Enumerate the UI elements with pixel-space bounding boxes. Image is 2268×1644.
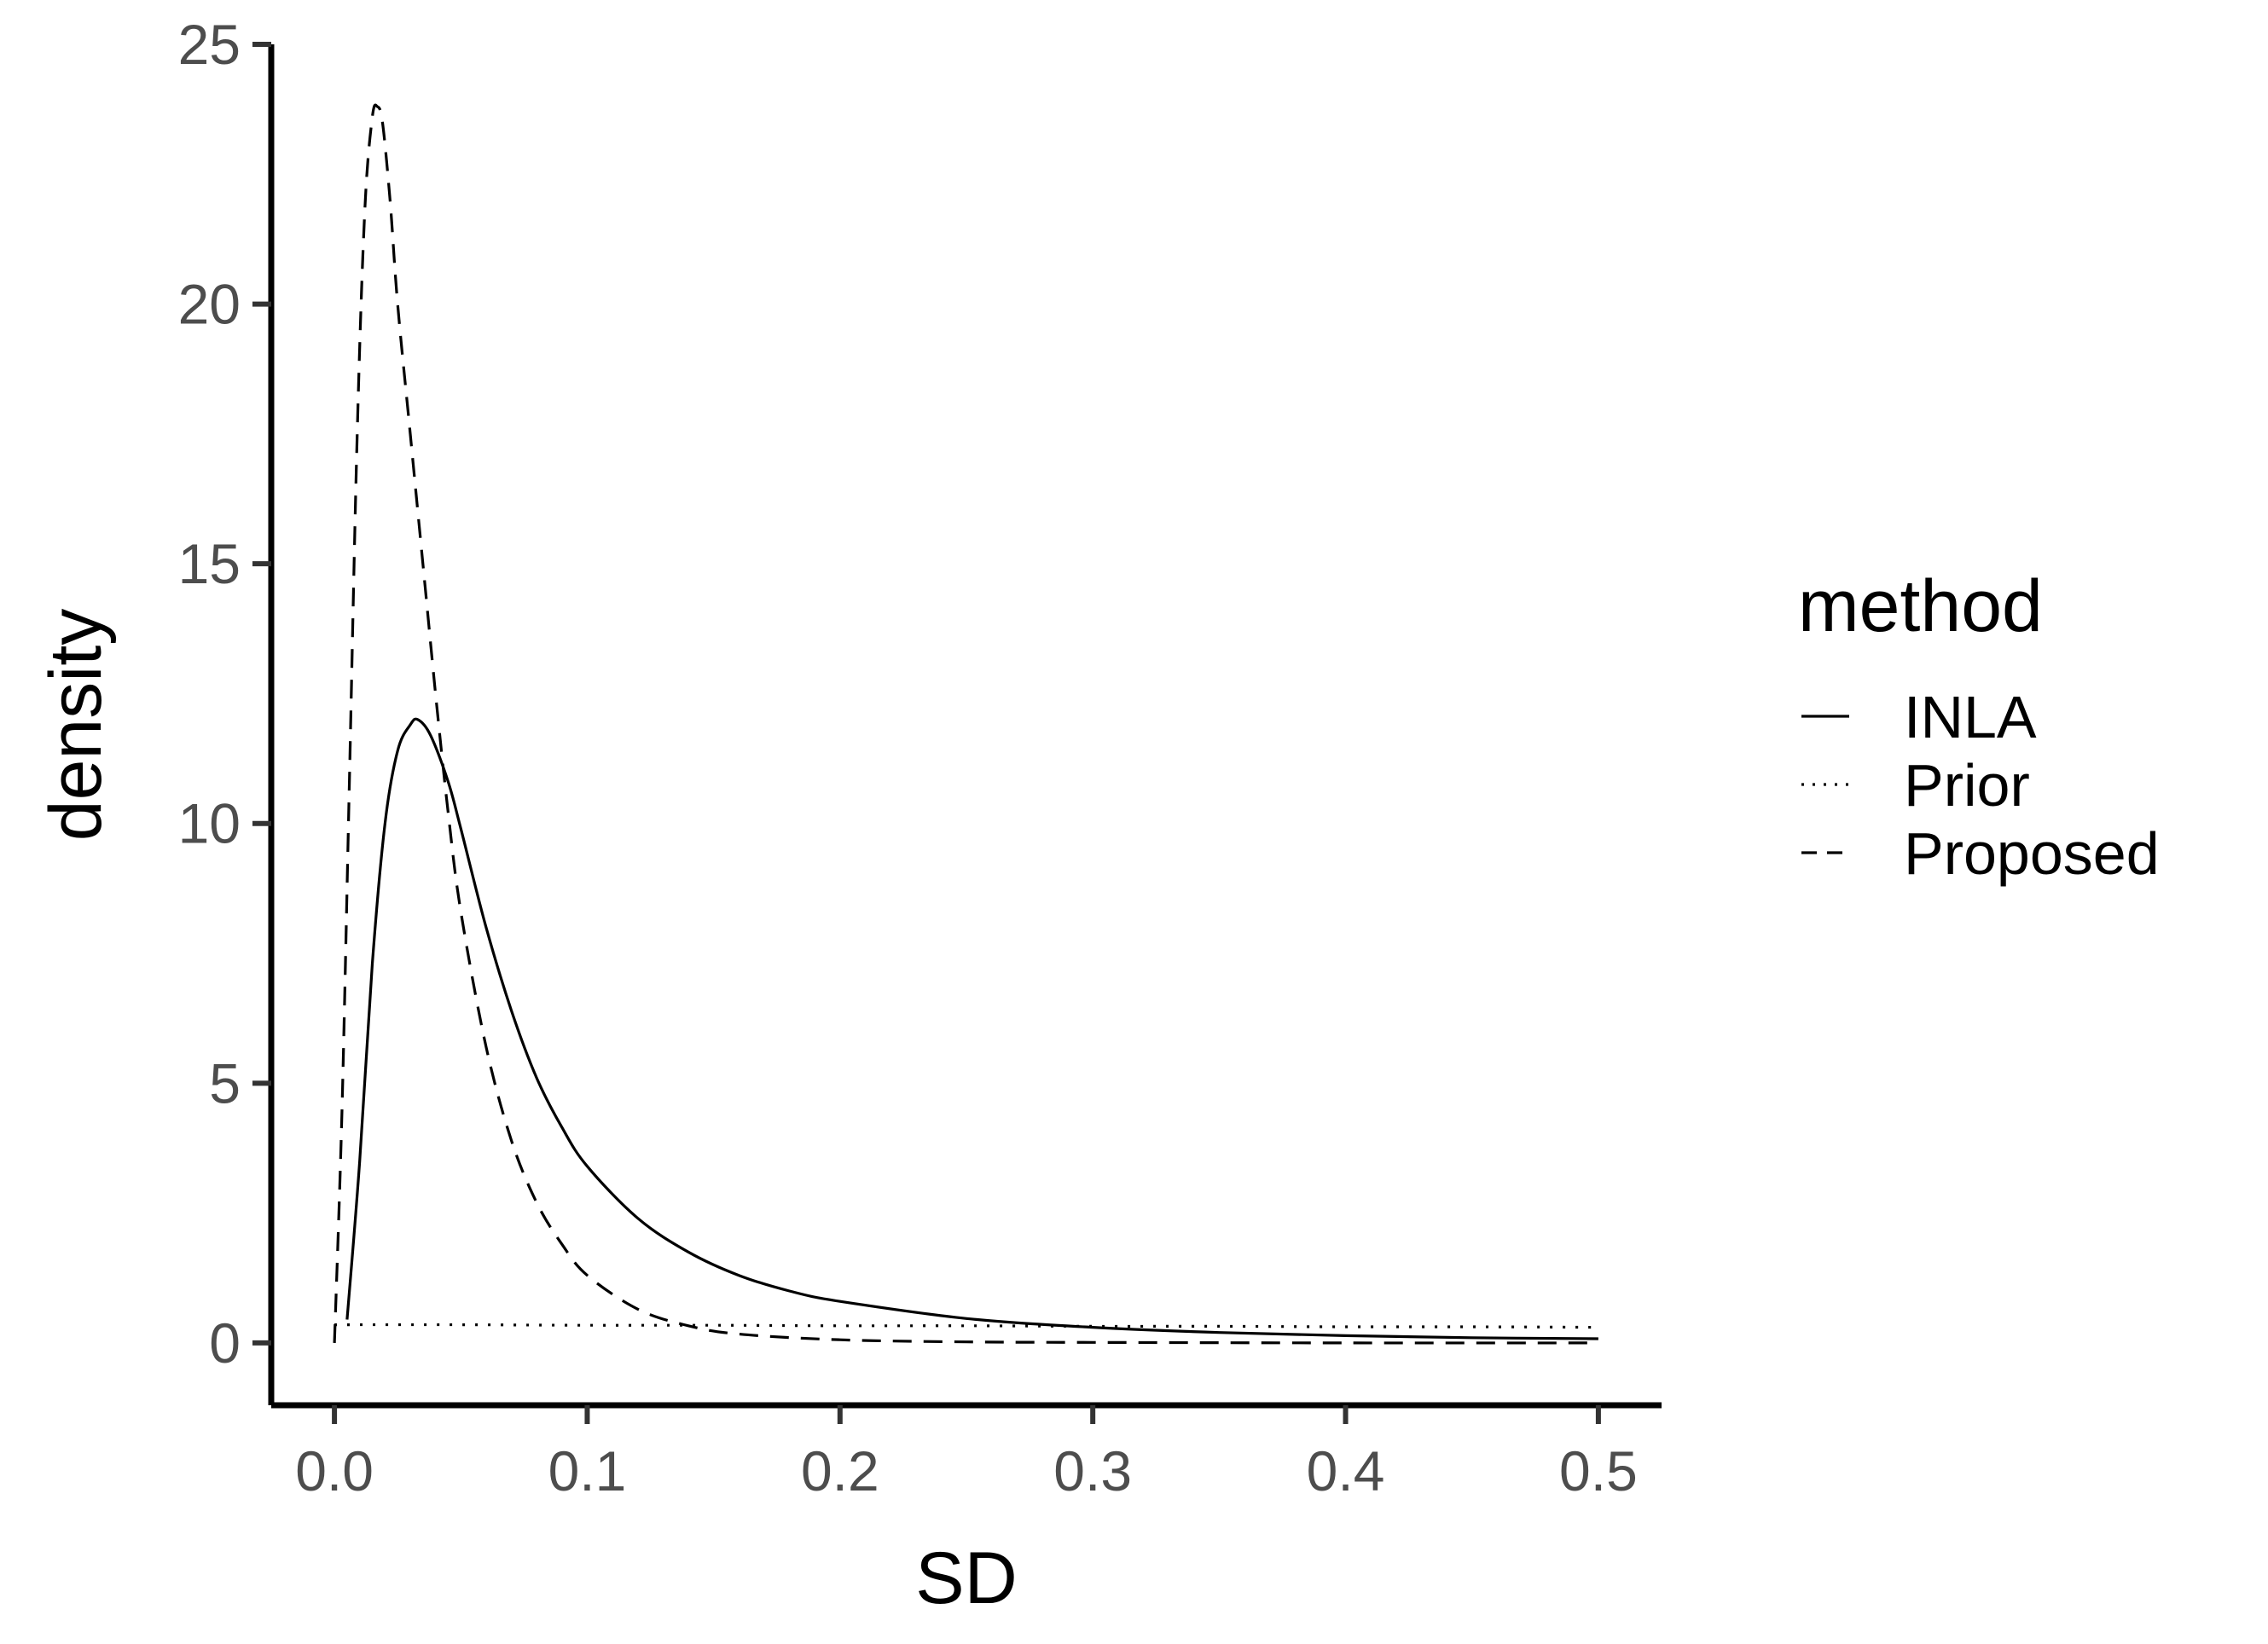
y-tick-label: 5 <box>209 1051 241 1114</box>
series-line-inla <box>345 717 1598 1340</box>
legend-title: method <box>1798 565 2043 647</box>
legend-label-prior: Prior <box>1904 752 2030 819</box>
y-axis-ticks: 0 5 10 15 20 25 <box>178 13 271 1375</box>
x-tick-label: 0.1 <box>548 1439 627 1502</box>
x-tick-label: 0.5 <box>1559 1439 1638 1502</box>
x-tick-label: 0.3 <box>1053 1439 1132 1502</box>
y-tick-label: 10 <box>178 792 241 855</box>
legend-label-proposed: Proposed <box>1904 820 2160 887</box>
y-tick-label: 20 <box>178 273 241 336</box>
y-tick-label: 25 <box>178 13 241 76</box>
plot-area <box>333 103 1598 1345</box>
x-tick-label: 0.4 <box>1307 1439 1385 1502</box>
series-line-proposed <box>333 103 1598 1345</box>
x-tick-label: 0.0 <box>295 1439 374 1502</box>
y-tick-label: 0 <box>209 1311 241 1375</box>
x-axis-ticks: 0.0 0.1 0.2 0.3 0.4 0.5 <box>295 1405 1638 1502</box>
series-line-prior <box>334 1323 1598 1329</box>
legend-label-inla: INLA <box>1904 684 2037 750</box>
y-tick-label: 15 <box>178 532 241 595</box>
x-axis-title: SD <box>915 1537 1017 1619</box>
x-tick-label: 0.2 <box>801 1439 879 1502</box>
y-axis-title: density <box>35 609 117 842</box>
